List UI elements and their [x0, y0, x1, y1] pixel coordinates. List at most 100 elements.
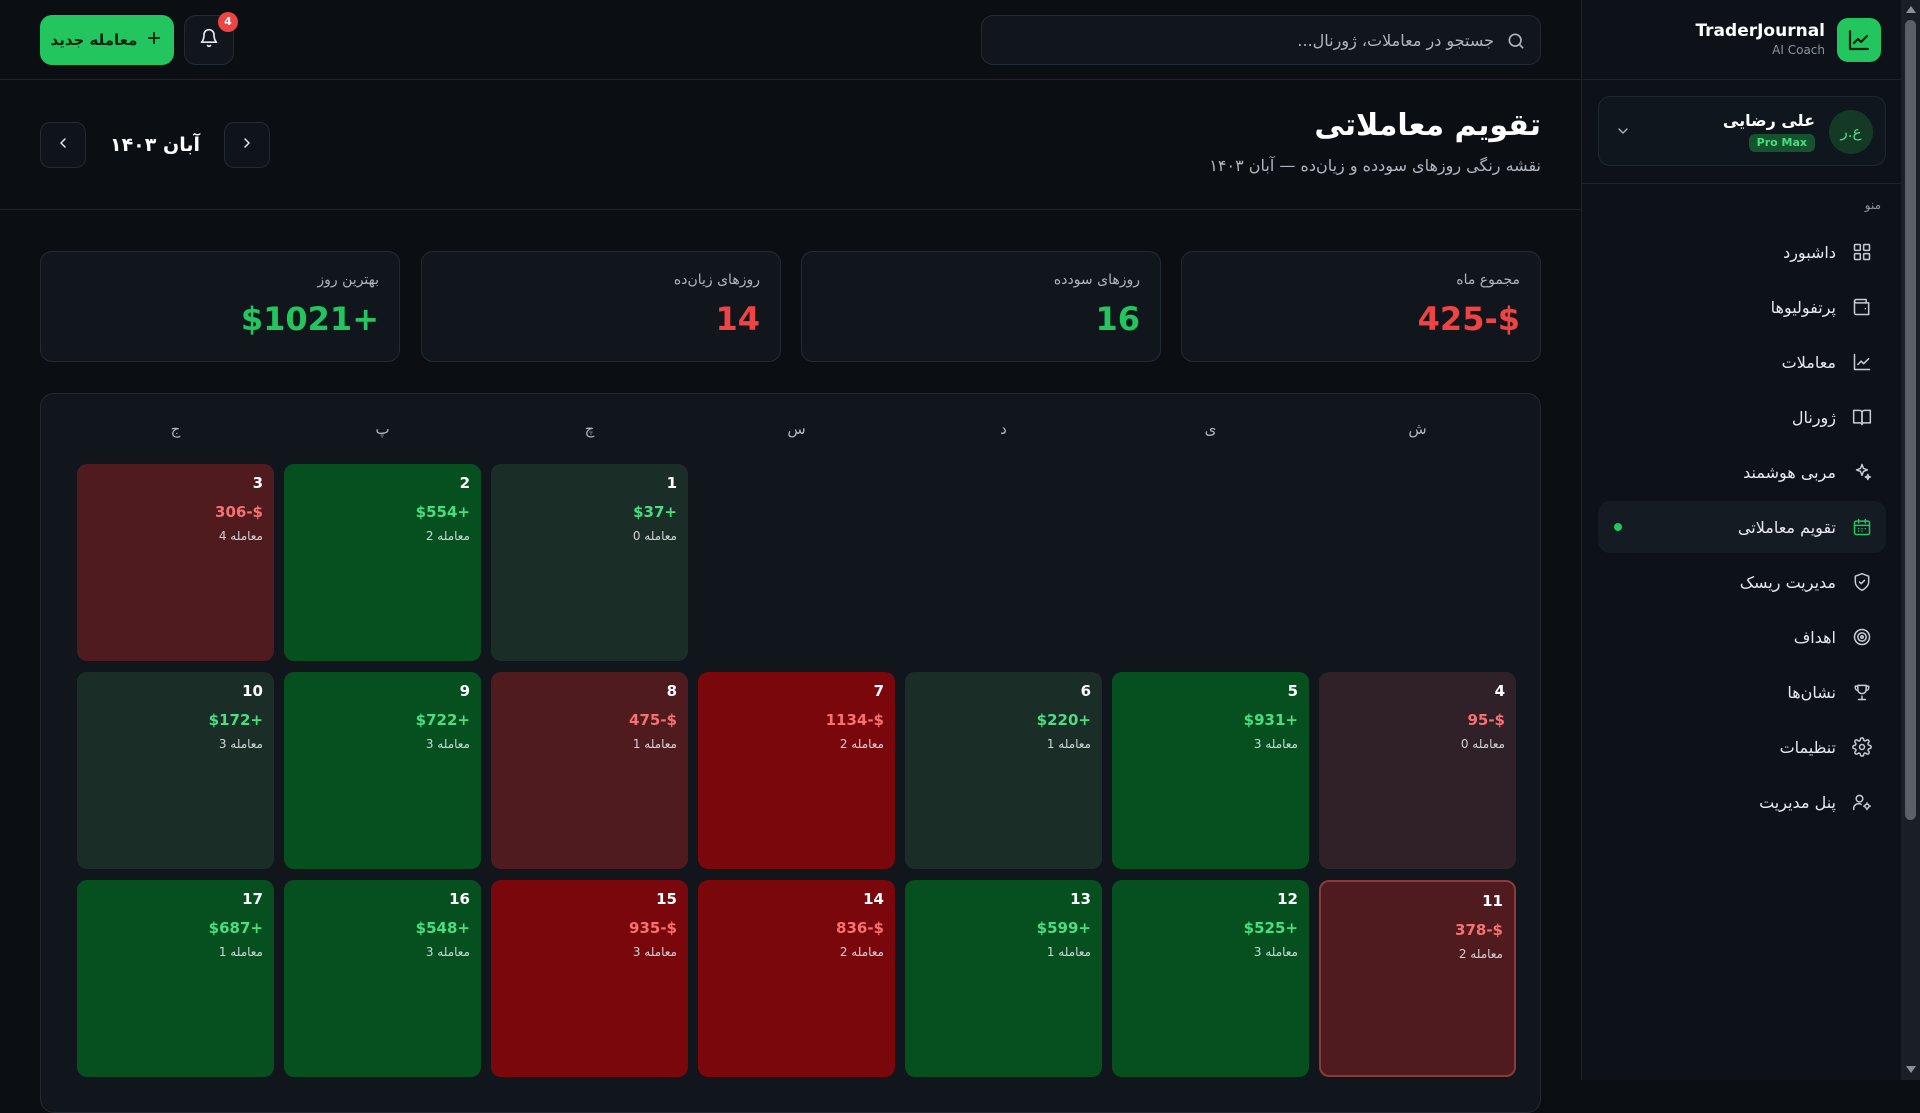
- day-pnl: $548+: [415, 919, 470, 937]
- day-pnl: $172+: [208, 711, 263, 729]
- day-trade-count: 1 معامله: [218, 945, 263, 959]
- day-pnl: $220+: [1036, 711, 1091, 729]
- calendar-day-cell[interactable]: 12 $525+ 3 معامله: [1112, 880, 1309, 1077]
- calendar-day-cell[interactable]: 13 $599+ 1 معامله: [905, 880, 1102, 1077]
- day-trade-count: 0 معامله: [632, 529, 677, 543]
- weekday-label: پ: [375, 420, 390, 438]
- stat-card-loss-days: روزهای زیان‌ده 14: [421, 251, 781, 362]
- calendar-day-cell[interactable]: 9 $722+ 3 معامله: [284, 672, 481, 869]
- stat-value: 16: [1095, 300, 1140, 338]
- day-pnl: 1134-$: [825, 711, 884, 729]
- calendar-day-cell[interactable]: 15 935-$ 3 معامله: [491, 880, 688, 1077]
- brand-subtitle: AI Coach: [1772, 43, 1825, 57]
- day-pnl: $554+: [415, 503, 470, 521]
- sidebar-item-label: اهداف: [1793, 627, 1836, 647]
- calendar-day-cell[interactable]: 17 $687+ 1 معامله: [77, 880, 274, 1077]
- calendar-day-cell[interactable]: 4 95-$ 0 معامله: [1319, 672, 1516, 869]
- user-cog-icon: [1852, 792, 1872, 812]
- sidebar-item-badges[interactable]: نشان‌ها: [1598, 666, 1886, 718]
- day-trade-count: 1 معامله: [632, 737, 677, 751]
- sidebar-item-label: مربی هوشمند: [1743, 462, 1836, 482]
- next-month-button[interactable]: [40, 122, 86, 168]
- scroll-up-arrow[interactable]: [1906, 6, 1916, 13]
- calendar-day-cell[interactable]: 1 $37+ 0 معامله: [491, 464, 688, 661]
- weekday-label: ج: [170, 420, 181, 438]
- calendar-day-cell[interactable]: 14 836-$ 2 معامله: [698, 880, 895, 1077]
- calendar-day-cell[interactable]: 3 306-$ 4 معامله: [77, 464, 274, 661]
- day-pnl: 95-$: [1467, 711, 1505, 729]
- sidebar-item-trades[interactable]: معاملات: [1598, 336, 1886, 388]
- day-pnl: $37+: [633, 503, 677, 521]
- weekday-label: چ: [584, 420, 595, 438]
- calendar-icon: [1852, 517, 1872, 537]
- sidebar-item-calendar[interactable]: تقویم معاملاتی: [1598, 501, 1886, 553]
- stat-label: بهترین روز: [317, 272, 379, 288]
- day-number: 10: [242, 682, 263, 700]
- new-trade-button[interactable]: معامله جدید: [40, 15, 174, 65]
- calendar-day-cell[interactable]: 5 $931+ 3 معامله: [1112, 672, 1309, 869]
- stat-value: 425-$: [1417, 300, 1520, 338]
- day-pnl: $525+: [1243, 919, 1298, 937]
- sparkles-icon: [1852, 462, 1872, 482]
- calendar-day-cell[interactable]: 6 $220+ 1 معامله: [905, 672, 1102, 869]
- shield-icon: [1852, 572, 1872, 592]
- day-trade-count: 3 معامله: [632, 945, 677, 959]
- sidebar-item-label: ژورنال: [1791, 407, 1836, 427]
- sidebar-item-journal[interactable]: ژورنال: [1598, 391, 1886, 443]
- day-trade-count: 3 معامله: [425, 737, 470, 751]
- new-trade-label: معامله جدید: [50, 31, 138, 49]
- calendar-day-cell[interactable]: 8 475-$ 1 معامله: [491, 672, 688, 869]
- calendar-day-cell[interactable]: 11 378-$ 2 معامله: [1319, 880, 1516, 1077]
- sidebar-item-admin[interactable]: پنل مدیریت: [1598, 776, 1886, 828]
- day-number: 14: [863, 890, 884, 908]
- day-trade-count: 3 معامله: [218, 737, 263, 751]
- day-number: 5: [1287, 682, 1298, 700]
- chevron-down-icon[interactable]: [1615, 123, 1631, 139]
- search-input[interactable]: [1016, 16, 1496, 64]
- plus-icon: [145, 29, 163, 51]
- trophy-icon: [1852, 682, 1872, 702]
- scroll-down-arrow[interactable]: [1906, 1066, 1916, 1073]
- notification-count-badge: 4: [218, 12, 238, 32]
- day-pnl: 306-$: [215, 503, 263, 521]
- user-menu[interactable]: ع.ر علی رضایی Pro Max: [1598, 96, 1886, 166]
- sidebar-item-ai-coach[interactable]: مربی هوشمند: [1598, 446, 1886, 498]
- book-icon: [1852, 407, 1872, 427]
- scrollbar[interactable]: [1901, 0, 1920, 1080]
- sidebar-item-label: تقویم معاملاتی: [1737, 517, 1836, 537]
- avatar: ع.ر: [1829, 110, 1873, 154]
- sidebar-item-goals[interactable]: اهداف: [1598, 611, 1886, 663]
- sidebar-item-settings[interactable]: تنظیمات: [1598, 721, 1886, 773]
- day-trade-count: 1 معامله: [1046, 945, 1091, 959]
- chart-line-icon: [1837, 18, 1881, 62]
- sidebar-item-risk[interactable]: مدیریت ریسک: [1598, 556, 1886, 608]
- sidebar-item-portfolios[interactable]: پرتفولیوها: [1598, 281, 1886, 333]
- brand[interactable]: TraderJournal AI Coach: [1582, 14, 1901, 64]
- calendar-day-cell[interactable]: 16 $548+ 3 معامله: [284, 880, 481, 1077]
- day-number: 15: [656, 890, 677, 908]
- wallet-icon: [1852, 297, 1872, 317]
- day-trade-count: 4 معامله: [218, 529, 263, 543]
- day-number: 2: [459, 474, 470, 492]
- stat-value: 14: [715, 300, 760, 338]
- brand-title: TraderJournal: [1695, 21, 1825, 41]
- calendar-day-cell[interactable]: 2 $554+ 2 معامله: [284, 464, 481, 661]
- day-number: 8: [666, 682, 677, 700]
- calendar-day-cell[interactable]: 10 $172+ 3 معامله: [77, 672, 274, 869]
- sidebar: TraderJournal AI Coach ع.ر علی رضایی Pro…: [1581, 0, 1901, 1080]
- day-pnl: $599+: [1036, 919, 1091, 937]
- day-trade-count: 2 معامله: [1458, 947, 1503, 961]
- day-number: 1: [666, 474, 677, 492]
- sidebar-item-dashboard[interactable]: داشبورد: [1598, 226, 1886, 278]
- stat-card-month-total: مجموع ماه 425-$: [1181, 251, 1541, 362]
- day-pnl: 935-$: [629, 919, 677, 937]
- calendar-day-cell[interactable]: 7 1134-$ 2 معامله: [698, 672, 895, 869]
- day-pnl: $722+: [415, 711, 470, 729]
- day-number: 3: [252, 474, 263, 492]
- previous-month-button[interactable]: [224, 122, 270, 168]
- scrollbar-thumb[interactable]: [1905, 20, 1916, 820]
- notifications-button[interactable]: 4: [184, 12, 238, 65]
- search-box[interactable]: [981, 15, 1541, 65]
- day-number: 4: [1494, 682, 1505, 700]
- day-number: 16: [449, 890, 470, 908]
